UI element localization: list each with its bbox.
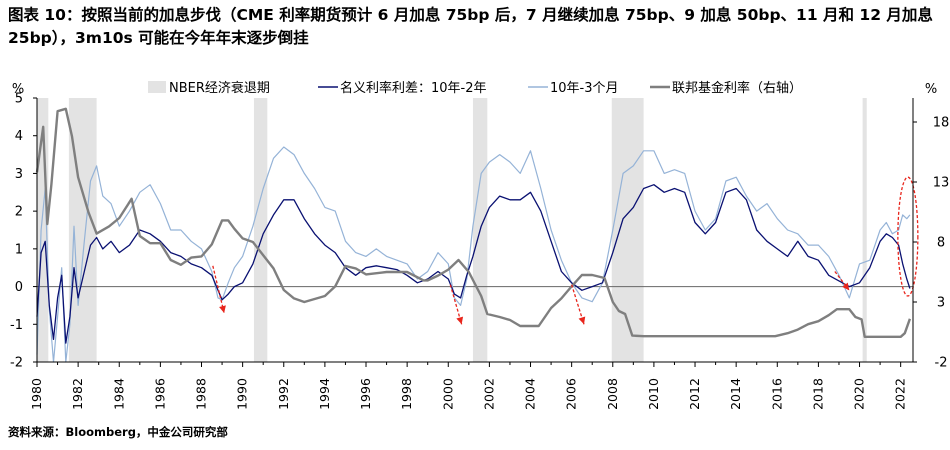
source-note: 资料来源：Bloomberg，中金公司研究部 bbox=[8, 425, 228, 439]
legend-swatch-0 bbox=[148, 81, 166, 93]
x-tick-label-7: 1994 bbox=[317, 378, 332, 410]
legend: NBER经济衰退期 名义利率利差：10年-2年 10年-3个月 联邦基金利率（右轴） bbox=[148, 80, 802, 96]
left-axis-unit: % bbox=[12, 82, 24, 97]
left-tick-label-6: 4 bbox=[15, 129, 23, 144]
x-tick-label-14: 2008 bbox=[605, 378, 620, 410]
legend-label-1: 名义利率利差：10年-2年 bbox=[340, 80, 487, 96]
x-tick-label-11: 2002 bbox=[481, 378, 496, 410]
trend-arrow-2 bbox=[571, 284, 585, 325]
recession-band-2 bbox=[253, 98, 268, 362]
trend-arrowhead-1 bbox=[456, 316, 464, 325]
x-tick-label-13: 2006 bbox=[564, 378, 579, 410]
chart-title: 图表 10：按照当前的加息步伐（CME 利率期货预计 6 月加息 75bp 后，… bbox=[8, 6, 933, 47]
right-tick-label-4: 18 bbox=[933, 116, 950, 131]
x-tick-label-6: 1992 bbox=[276, 378, 291, 410]
trend-arrowhead-0 bbox=[219, 305, 226, 313]
left-tick-label-5: 3 bbox=[15, 167, 23, 182]
x-tick-label-9: 1998 bbox=[399, 378, 414, 410]
right-tick-label-0: -2 bbox=[935, 356, 948, 371]
x-tick-label-5: 1990 bbox=[235, 378, 250, 410]
x-tick-label-17: 2014 bbox=[728, 378, 743, 410]
x-tick-label-21: 2022 bbox=[893, 378, 908, 410]
legend-label-2: 10年-3个月 bbox=[550, 81, 619, 96]
right-tick-label-3: 13 bbox=[933, 176, 950, 191]
x-tick-label-15: 2010 bbox=[646, 378, 661, 410]
x-tick-label-19: 2018 bbox=[810, 378, 825, 410]
series-line-0 bbox=[36, 184, 911, 344]
series-line-1 bbox=[36, 146, 911, 363]
axis-layer: -2 -1 0 1 2 3 4 5 -2 3 8 13 18% % 1980 1982 1984 1986 1988… bbox=[10, 82, 949, 410]
legend-label-3: 联邦基金利率（右轴） bbox=[672, 80, 802, 96]
trend-arrow-1 bbox=[449, 284, 463, 325]
left-tick-label-7: 5 bbox=[15, 92, 23, 107]
right-tick-label-1: 3 bbox=[937, 296, 945, 311]
recession-band-5 bbox=[862, 98, 867, 362]
annotation-layer bbox=[212, 176, 919, 325]
left-tick-label-0: -2 bbox=[10, 356, 23, 371]
recession-shading-layer bbox=[37, 98, 867, 362]
x-tick-label-3: 1986 bbox=[152, 378, 167, 410]
legend-label-0: NBER经济衰退期 bbox=[169, 80, 270, 96]
x-tick-label-18: 2016 bbox=[769, 378, 784, 410]
series-line-2 bbox=[35, 107, 912, 338]
trend-arrowhead-2 bbox=[578, 316, 586, 325]
left-tick-label-2: 0 bbox=[15, 280, 23, 295]
right-tick-label-2: 8 bbox=[937, 236, 945, 251]
x-tick-label-12: 2004 bbox=[523, 378, 538, 410]
trend-arrowhead-3 bbox=[842, 282, 850, 291]
x-tick-label-10: 2000 bbox=[440, 378, 455, 410]
x-tick-label-16: 2012 bbox=[687, 378, 702, 410]
x-tick-label-8: 1996 bbox=[358, 378, 373, 410]
x-tick-label-2: 1984 bbox=[111, 378, 126, 410]
x-tick-label-1: 1982 bbox=[70, 378, 85, 410]
highlight-ellipse bbox=[897, 176, 919, 297]
series-layer bbox=[35, 107, 912, 363]
x-tick-label-20: 2020 bbox=[852, 378, 867, 410]
left-tick-label-1: -1 bbox=[10, 318, 23, 333]
trend-arrow-3 bbox=[834, 271, 850, 291]
recession-band-0 bbox=[37, 98, 49, 362]
x-tick-label-4: 1988 bbox=[194, 378, 209, 410]
left-tick-label-4: 2 bbox=[15, 205, 23, 220]
left-tick-label-3: 1 bbox=[15, 242, 23, 257]
right-axis-unit: % bbox=[925, 82, 937, 97]
trend-arrow-0 bbox=[212, 265, 225, 314]
x-tick-label-0: 1980 bbox=[29, 378, 44, 410]
